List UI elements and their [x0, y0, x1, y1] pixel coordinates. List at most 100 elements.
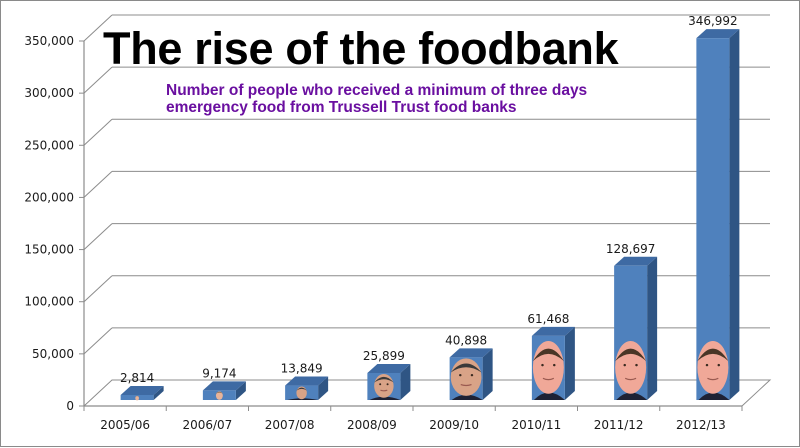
eye-shape [553, 363, 556, 367]
axes [79, 40, 772, 411]
y-tick-label: 200,000 [24, 190, 74, 204]
bar-top [614, 256, 658, 266]
chart-floor [82, 379, 772, 407]
data-label: 9,174 [202, 366, 236, 380]
bar-side [564, 326, 575, 400]
x-tick-label: 2012/13 [676, 418, 726, 432]
suit-shape [451, 394, 483, 400]
face-shape [296, 386, 307, 400]
bar-top [285, 376, 329, 386]
brown-face-icon [287, 386, 319, 400]
blair-face-icon [215, 391, 223, 400]
x-tick-label: 2010/11 [511, 418, 561, 432]
x-tick-label: 2007/08 [265, 418, 315, 432]
y-tick-label: 50,000 [32, 347, 74, 361]
bar-top [696, 29, 740, 39]
eye-shape [717, 363, 721, 367]
y-tick-label: 0 [66, 399, 74, 413]
bar-side [400, 363, 411, 400]
mouth-shape [542, 377, 555, 381]
eye-shape [386, 383, 389, 386]
y-tick-label: 300,000 [24, 86, 74, 100]
y-tick-label: 100,000 [24, 295, 74, 309]
bar-side [153, 386, 164, 400]
y-tick-label: 250,000 [24, 138, 74, 152]
bar-top [120, 386, 164, 395]
chart-title: The rise of the foodbank [103, 23, 619, 74]
bar [449, 348, 493, 400]
bars [120, 29, 740, 401]
hair-shape [215, 391, 223, 394]
hair-shape [135, 395, 139, 397]
data-label: 40,898 [445, 333, 487, 347]
data-label: 25,899 [363, 349, 405, 363]
cameron-face-icon [615, 341, 648, 400]
bar-side [235, 381, 246, 400]
hair-shape [296, 387, 307, 391]
bar [202, 381, 246, 400]
suit-shape [369, 396, 401, 400]
hair-shape [697, 348, 729, 362]
x-tick-label: 2011/12 [594, 418, 644, 432]
bar-top [367, 363, 411, 373]
cameron-face-icon [532, 341, 565, 400]
y-tick-label: 150,000 [24, 243, 74, 257]
eye-shape [705, 363, 709, 367]
eye-shape [635, 363, 638, 367]
data-label: 13,849 [281, 362, 323, 376]
data-label: 346,992 [688, 14, 738, 28]
brown-face-icon [450, 358, 483, 400]
gridline-diagonal [83, 171, 113, 198]
labels: 0 50,000 100,000 150,000 200,000 250,000 300,0… [24, 14, 737, 432]
eye-shape [623, 363, 626, 367]
mouth-shape [624, 377, 637, 381]
eye-shape [459, 373, 462, 377]
cameron-face-icon [697, 341, 730, 400]
bar [531, 326, 575, 400]
data-label: 2,814 [120, 371, 154, 385]
hair-shape [615, 348, 647, 362]
suit-shape [616, 392, 648, 400]
face-shape [215, 391, 223, 400]
bar-side [729, 29, 740, 401]
mouth-shape [380, 389, 388, 392]
eye-shape [379, 383, 382, 386]
hair-shape [532, 348, 564, 362]
x-tick-label: 2005/06 [100, 418, 150, 432]
bar [367, 363, 411, 400]
gridline-diagonal [83, 118, 113, 146]
chart-subtitle: Number of people who received a minimum … [166, 82, 588, 116]
gridline-diagonal [83, 327, 113, 355]
bar [696, 29, 740, 401]
eye-shape [470, 373, 474, 377]
data-label: 128,697 [606, 242, 656, 256]
gridline-diagonal [83, 14, 113, 42]
gridline-diagonal [83, 223, 113, 250]
face-shape [135, 396, 139, 401]
y-tick-label: 350,000 [24, 34, 74, 48]
gridline-diagonal [83, 275, 113, 303]
x-tick-label: 2008/09 [347, 418, 397, 432]
bar-top [531, 326, 575, 336]
mouth-shape [460, 383, 472, 387]
bar [614, 256, 658, 400]
data-label: 61,468 [527, 312, 569, 326]
bar-top [202, 381, 246, 391]
bar-top [449, 348, 493, 358]
eye-shape [541, 363, 544, 367]
x-tick-label: 2009/10 [429, 418, 479, 432]
hair-shape [450, 363, 482, 373]
bar [285, 376, 329, 400]
bar [120, 386, 164, 401]
mouth-shape [707, 377, 719, 381]
suit-shape [533, 392, 565, 400]
suit-shape [698, 392, 730, 400]
bar-side [482, 348, 493, 400]
brown-face-icon [369, 373, 401, 400]
bar-side [318, 376, 329, 400]
gridlines [83, 14, 770, 355]
bar-front [696, 38, 730, 401]
bar-side [647, 256, 658, 400]
